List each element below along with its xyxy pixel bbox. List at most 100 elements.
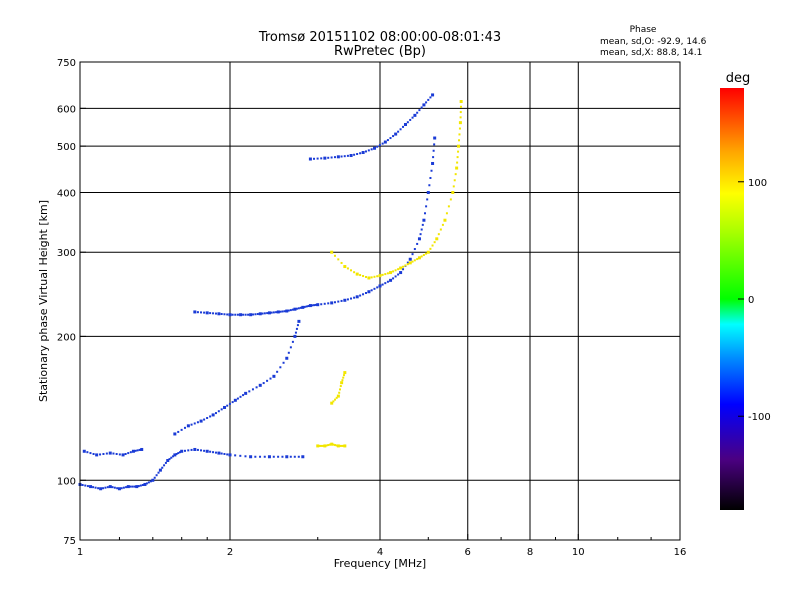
data-point (378, 144, 381, 147)
data-point (397, 130, 400, 133)
data-point (102, 487, 105, 490)
data-point (228, 402, 231, 405)
data-point (82, 449, 86, 453)
data-point (339, 385, 342, 388)
series-7 (330, 371, 347, 405)
data-point (193, 447, 197, 451)
data-point (334, 398, 337, 401)
data-point (313, 304, 316, 307)
data-point (180, 428, 183, 431)
data-point (212, 312, 215, 315)
data-point (106, 486, 109, 489)
data-point (81, 484, 84, 487)
data-point (362, 275, 365, 278)
data-point (402, 268, 405, 271)
data-point (349, 154, 353, 158)
data-point (249, 455, 253, 459)
data-point (336, 394, 340, 398)
data-point (381, 142, 384, 145)
data-point (429, 96, 432, 99)
data-point (314, 303, 317, 306)
data-point (134, 449, 137, 452)
data-point (406, 121, 409, 124)
data-point (86, 485, 89, 488)
data-point (295, 307, 298, 310)
data-point (133, 485, 136, 488)
data-point (137, 485, 140, 488)
data-point (364, 275, 367, 278)
data-point (252, 313, 255, 316)
data-point (303, 305, 306, 308)
data-point (140, 447, 144, 451)
data-point (337, 258, 340, 261)
data-point (200, 449, 203, 452)
data-point (104, 486, 107, 489)
data-point (226, 404, 229, 407)
x-tick-label: 8 (527, 547, 533, 558)
data-point (94, 486, 97, 489)
data-point (266, 379, 269, 382)
data-point (402, 125, 405, 128)
data-point (116, 487, 119, 490)
y-tick-label: 500 (57, 142, 76, 153)
data-point (394, 269, 397, 272)
data-point (228, 313, 232, 317)
data-point (373, 275, 376, 278)
data-point (172, 455, 175, 458)
data-point (342, 444, 345, 447)
stats-heading: Phase (630, 25, 657, 35)
data-point (143, 482, 147, 486)
data-point (327, 302, 330, 305)
data-point (325, 444, 328, 447)
data-point (381, 273, 384, 276)
data-point (332, 400, 335, 403)
data-point (99, 453, 102, 456)
data-point (175, 452, 178, 455)
y-tick-label: 400 (57, 188, 76, 199)
data-point (121, 453, 125, 457)
data-point (416, 242, 419, 245)
data-point (359, 152, 362, 155)
data-point (399, 266, 403, 270)
data-point (161, 466, 164, 469)
colorbar-tick-label: 100 (748, 178, 767, 189)
x-tick-label: 2 (227, 547, 233, 558)
data-point (203, 449, 206, 452)
data-point (158, 468, 162, 472)
data-point (269, 377, 272, 380)
series-5 (330, 100, 463, 280)
data-point (389, 271, 393, 275)
data-point (443, 218, 447, 222)
data-point (196, 311, 199, 314)
data-point (267, 311, 271, 315)
data-point (99, 487, 103, 491)
data-point (341, 379, 344, 382)
data-point (355, 295, 359, 299)
data-point (190, 448, 193, 451)
data-point (187, 449, 190, 452)
data-point (416, 111, 419, 114)
data-point (108, 451, 112, 455)
data-point (419, 233, 422, 236)
data-point (129, 485, 132, 488)
data-point (296, 324, 299, 327)
data-point (226, 313, 229, 316)
data-point (177, 430, 180, 433)
data-point (356, 153, 359, 156)
data-point (203, 311, 206, 314)
series-0 (78, 447, 305, 491)
data-point (251, 388, 254, 391)
data-point (217, 451, 221, 455)
data-point (416, 258, 419, 261)
data-point (399, 271, 403, 275)
data-point (281, 455, 284, 458)
data-point (435, 237, 439, 241)
data-point (285, 455, 289, 459)
data-point (456, 161, 459, 164)
data-point (320, 444, 323, 447)
data-point (422, 254, 425, 257)
data-point (445, 212, 448, 215)
data-point (364, 292, 367, 295)
data-point (297, 319, 301, 323)
data-point (236, 397, 239, 400)
